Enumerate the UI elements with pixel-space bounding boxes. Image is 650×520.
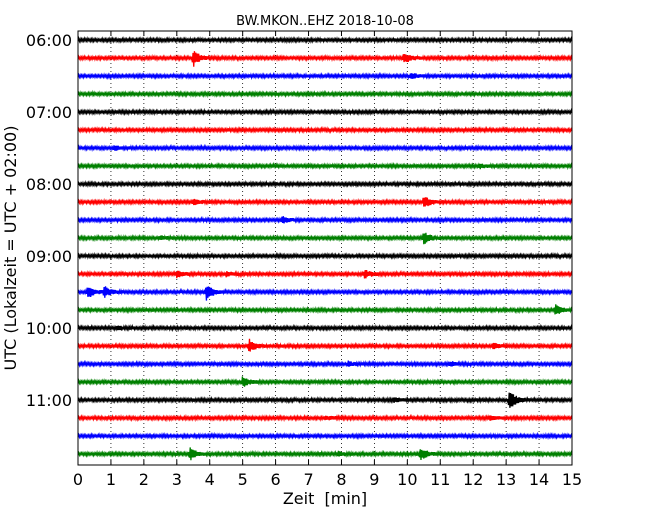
plot-frame [77,30,573,466]
y-tick-label: 09:00 [26,247,72,266]
trace-08:45 [77,232,573,245]
trace-07:45 [77,161,573,171]
x-tick-label: 5 [238,470,248,489]
x-tick-label: 1 [106,470,116,489]
chart-title: BW.MKON..EHZ 2018-10-08 [236,14,414,29]
x-tick-label: 8 [336,470,346,489]
seismogram-traces [77,35,573,461]
trace-06:45 [77,89,573,99]
trace-11:00 [77,392,573,408]
y-axis-ticks: 06:00 07:00 08:00 09:00 10:00 11:00 [26,31,572,410]
grid [110,31,540,465]
trace-08:15 [77,197,573,207]
x-tick-label: 13 [496,470,516,489]
trace-10:30 [77,359,573,369]
trace-06:00 [77,35,573,45]
trace-10:45 [77,376,573,387]
trace-09:30 [77,286,573,301]
x-tick-label: 2 [139,470,149,489]
trace-07:30 [77,143,573,153]
trace-09:15 [77,269,573,279]
x-tick-label: 9 [369,470,379,489]
trace-11:30 [77,431,573,441]
trace-10:00 [77,323,573,333]
y-tick-label: 07:00 [26,103,72,122]
trace-07:00 [77,107,573,117]
trace-07:15 [77,125,573,135]
y-tick-label: 10:00 [26,319,72,338]
x-axis-label: Zeit [min] [283,489,367,508]
x-tick-label: 15 [562,470,582,489]
y-axis-label: UTC (Lokalzeit = UTC + 02:00) [1,126,20,371]
trace-06:15 [77,51,573,67]
trace-11:45 [77,447,573,461]
y-tick-label: 06:00 [26,31,72,50]
x-tick-label: 3 [172,470,182,489]
x-axis-ticks: 0 1 2 3 4 5 6 7 8 9 10 11 12 13 14 15 [73,31,582,489]
y-tick-label: 08:00 [26,175,72,194]
x-tick-label: 11 [430,470,450,489]
x-tick-label: 4 [205,470,215,489]
trace-09:00 [77,251,573,261]
x-tick-label: 6 [271,470,281,489]
trace-08:30 [77,215,573,225]
x-tick-label: 10 [397,470,417,489]
trace-10:15 [77,338,573,352]
y-tick-label: 11:00 [26,391,72,410]
x-tick-label: 14 [529,470,549,489]
trace-09:45 [77,304,573,315]
x-tick-label: 7 [303,470,313,489]
trace-06:30 [77,71,573,81]
trace-08:00 [77,179,573,189]
x-tick-label: 0 [73,470,83,489]
trace-11:15 [77,413,573,423]
x-tick-label: 12 [463,470,483,489]
